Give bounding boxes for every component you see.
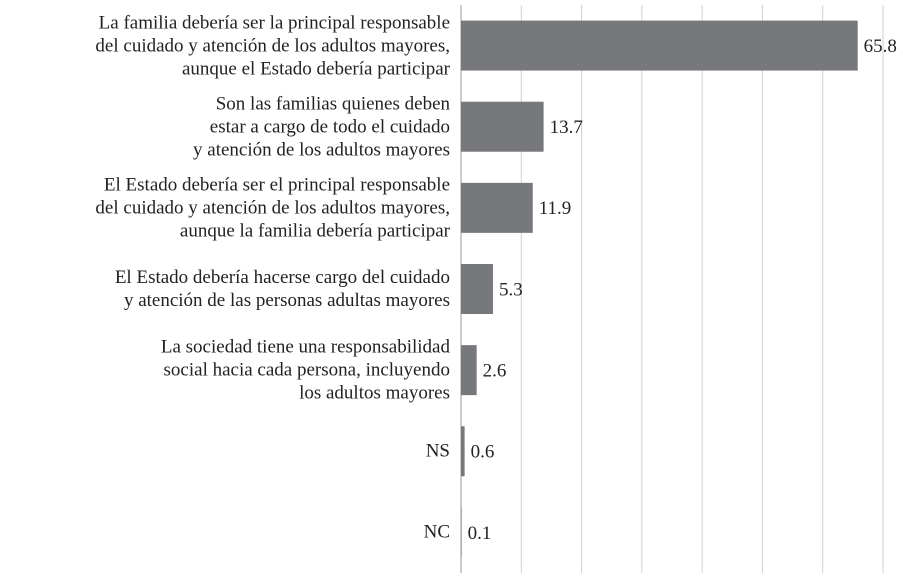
- bar: [461, 101, 544, 152]
- category-label: La familia debería ser la principal resp…: [95, 12, 450, 80]
- bar: [461, 345, 477, 396]
- bar: [461, 426, 465, 477]
- data-label: 65.8: [864, 36, 897, 57]
- category-label: Son las familias quienes deben estar a c…: [193, 93, 450, 161]
- data-label: 11.9: [539, 198, 572, 219]
- data-label: 2.6: [483, 361, 507, 382]
- bar: [461, 264, 493, 314]
- bar: [461, 182, 533, 233]
- category-label: NC: [423, 521, 450, 543]
- bar: [461, 507, 462, 558]
- category-label: El Estado debería hacerse cargo del cuid…: [114, 267, 450, 311]
- data-label: 0.1: [468, 523, 492, 544]
- category-label: NS: [425, 440, 450, 462]
- bar: [461, 20, 858, 71]
- data-label: 5.3: [499, 279, 523, 300]
- data-label: 0.6: [471, 442, 495, 463]
- data-label: 13.7: [550, 117, 583, 138]
- category-label: La sociedad tiene una responsabilidad so…: [160, 336, 450, 404]
- category-label: El Estado debería ser el principal respo…: [95, 174, 450, 242]
